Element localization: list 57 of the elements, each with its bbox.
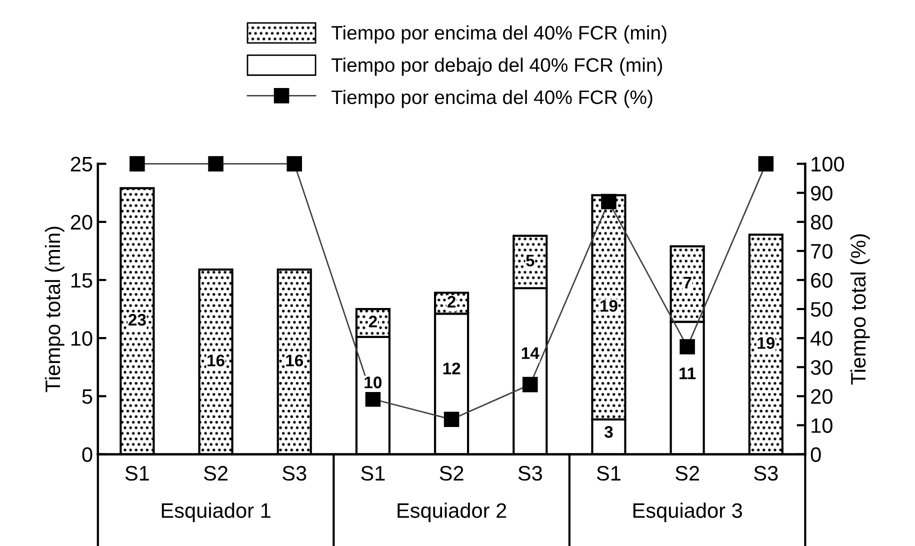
y2-tick-label: 40 (810, 331, 832, 346)
y2-tick-label: 10 (812, 418, 832, 433)
legend-label: Tiempo por encima del 40% FCR (%) (332, 90, 652, 108)
data-label: 11 (680, 368, 696, 380)
y-axis-title: Tiempo total (min) (44, 226, 64, 392)
data-label: 19 (600, 300, 618, 312)
data-label: 16 (208, 354, 224, 366)
data-label: 3 (604, 426, 613, 438)
y2-tick-label: 0 (810, 447, 821, 462)
y-tick-label: 20 (70, 214, 92, 230)
point (286, 156, 302, 172)
data-label: 19 (758, 337, 775, 349)
x-tick-label: S3 (518, 466, 542, 481)
data-label: 12 (443, 362, 460, 374)
data-label: 10 (364, 376, 382, 388)
legend-label: Tiempo por debajo del 40% FCR (min) (332, 58, 662, 76)
y-tick-label: 15 (71, 273, 92, 288)
point (680, 339, 695, 354)
y-tick-label: 0 (82, 447, 92, 462)
x-tick-label: S1 (361, 466, 385, 481)
x-tick-label: S2 (676, 466, 700, 481)
x-tick-label: S2 (440, 466, 464, 481)
y-tick-label: 5 (82, 389, 92, 404)
y2-axis-title: Tiempo total (%) (850, 234, 870, 385)
y2-tick-label: 100 (812, 156, 844, 172)
point (601, 194, 616, 210)
point (365, 391, 381, 407)
x-tick-label: S2 (204, 466, 228, 481)
text: Esquiador 1 (162, 502, 270, 522)
y2-tick-label: 70 (811, 244, 832, 259)
x-tick-label: S3 (282, 466, 306, 481)
text: Esquiador 3 (633, 502, 742, 522)
y-tick-label: 25 (70, 156, 92, 172)
y2-tick-label: 90 (811, 186, 832, 201)
point (444, 412, 460, 428)
data-label: 2 (368, 316, 377, 328)
legend-label: Tiempo por encima del 40% FCR (min) (332, 25, 666, 44)
y2-tick-label: 80 (810, 214, 832, 230)
y2-tick-label: 20 (811, 389, 832, 404)
y2-tick-label: 50 (810, 302, 832, 317)
point (130, 156, 145, 172)
x-tick-label: S3 (754, 466, 778, 481)
data-label: 23 (128, 314, 146, 326)
point (758, 156, 774, 172)
y-tick-label: 10 (71, 331, 92, 346)
x-tick-label: S1 (125, 466, 149, 481)
y2-tick-label: 30 (810, 360, 832, 375)
point (208, 156, 224, 172)
text: Esquiador 2 (398, 502, 506, 522)
data-label: 14 (522, 347, 540, 359)
x-tick-label: S1 (596, 466, 620, 481)
point (522, 376, 538, 392)
data-label: 5 (526, 254, 534, 266)
data-label: 7 (683, 276, 692, 288)
data-label: 2 (447, 296, 456, 308)
y2-tick-label: 60 (811, 272, 832, 288)
data-label: 16 (286, 354, 304, 366)
